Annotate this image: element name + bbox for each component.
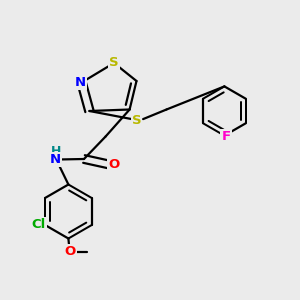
Text: N: N	[74, 76, 86, 89]
Text: O: O	[64, 245, 76, 258]
Text: Cl: Cl	[31, 218, 46, 232]
Text: S: S	[132, 113, 141, 127]
Text: H: H	[51, 145, 61, 158]
Text: F: F	[221, 130, 230, 143]
Text: N: N	[49, 153, 61, 166]
Text: O: O	[108, 158, 120, 171]
Text: S: S	[109, 56, 119, 70]
